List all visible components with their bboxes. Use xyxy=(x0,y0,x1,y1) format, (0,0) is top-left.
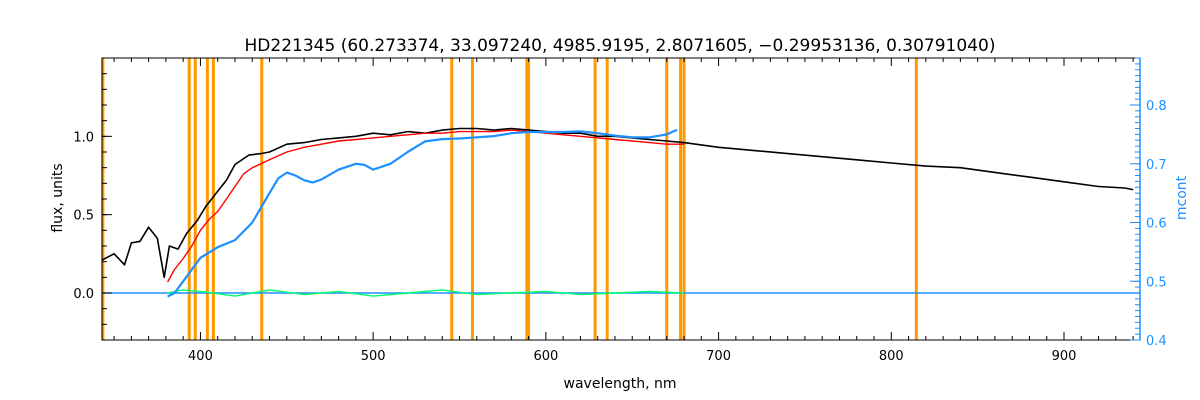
series-continuum-line xyxy=(167,128,678,298)
x-axis-ticks: 400 500 600 700 800 900 xyxy=(113,58,1134,364)
series-residual-line xyxy=(167,289,685,297)
y2-axis-label: mcont xyxy=(1174,175,1190,220)
x-axis-label: wavelength, nm xyxy=(564,376,677,392)
x-tick-label: 700 xyxy=(706,349,731,364)
series-observed-line xyxy=(101,127,1134,279)
chart-title: HD221345 (60.273374, 33.097240, 4985.919… xyxy=(245,36,996,56)
x-tick-label: 800 xyxy=(879,349,904,364)
y2-axis-ticks: 0.4 0.5 0.6 0.7 0.8 xyxy=(1130,57,1167,349)
y2-tick-label: 0.6 xyxy=(1146,217,1167,232)
x-tick-label: 600 xyxy=(533,349,558,364)
series-layer xyxy=(101,127,1140,298)
x-tick-label: 500 xyxy=(361,349,386,364)
y2-tick-label: 0.4 xyxy=(1146,334,1167,349)
y2-tick-label: 0.5 xyxy=(1146,275,1167,290)
y2-tick-label: 0.7 xyxy=(1146,158,1167,173)
x-tick-label: 900 xyxy=(1052,349,1077,364)
y-axis-ticks: 0.0 0.5 1.0 xyxy=(73,57,112,341)
y-axis-label: flux, units xyxy=(50,163,66,232)
x-tick-label: 400 xyxy=(188,349,213,364)
y2-tick-label: 0.8 xyxy=(1146,99,1167,114)
y-tick-label: 1.0 xyxy=(73,130,94,145)
series-model-line xyxy=(166,129,684,283)
y-tick-label: 0.0 xyxy=(73,287,94,302)
y-tick-label: 0.5 xyxy=(73,209,94,224)
